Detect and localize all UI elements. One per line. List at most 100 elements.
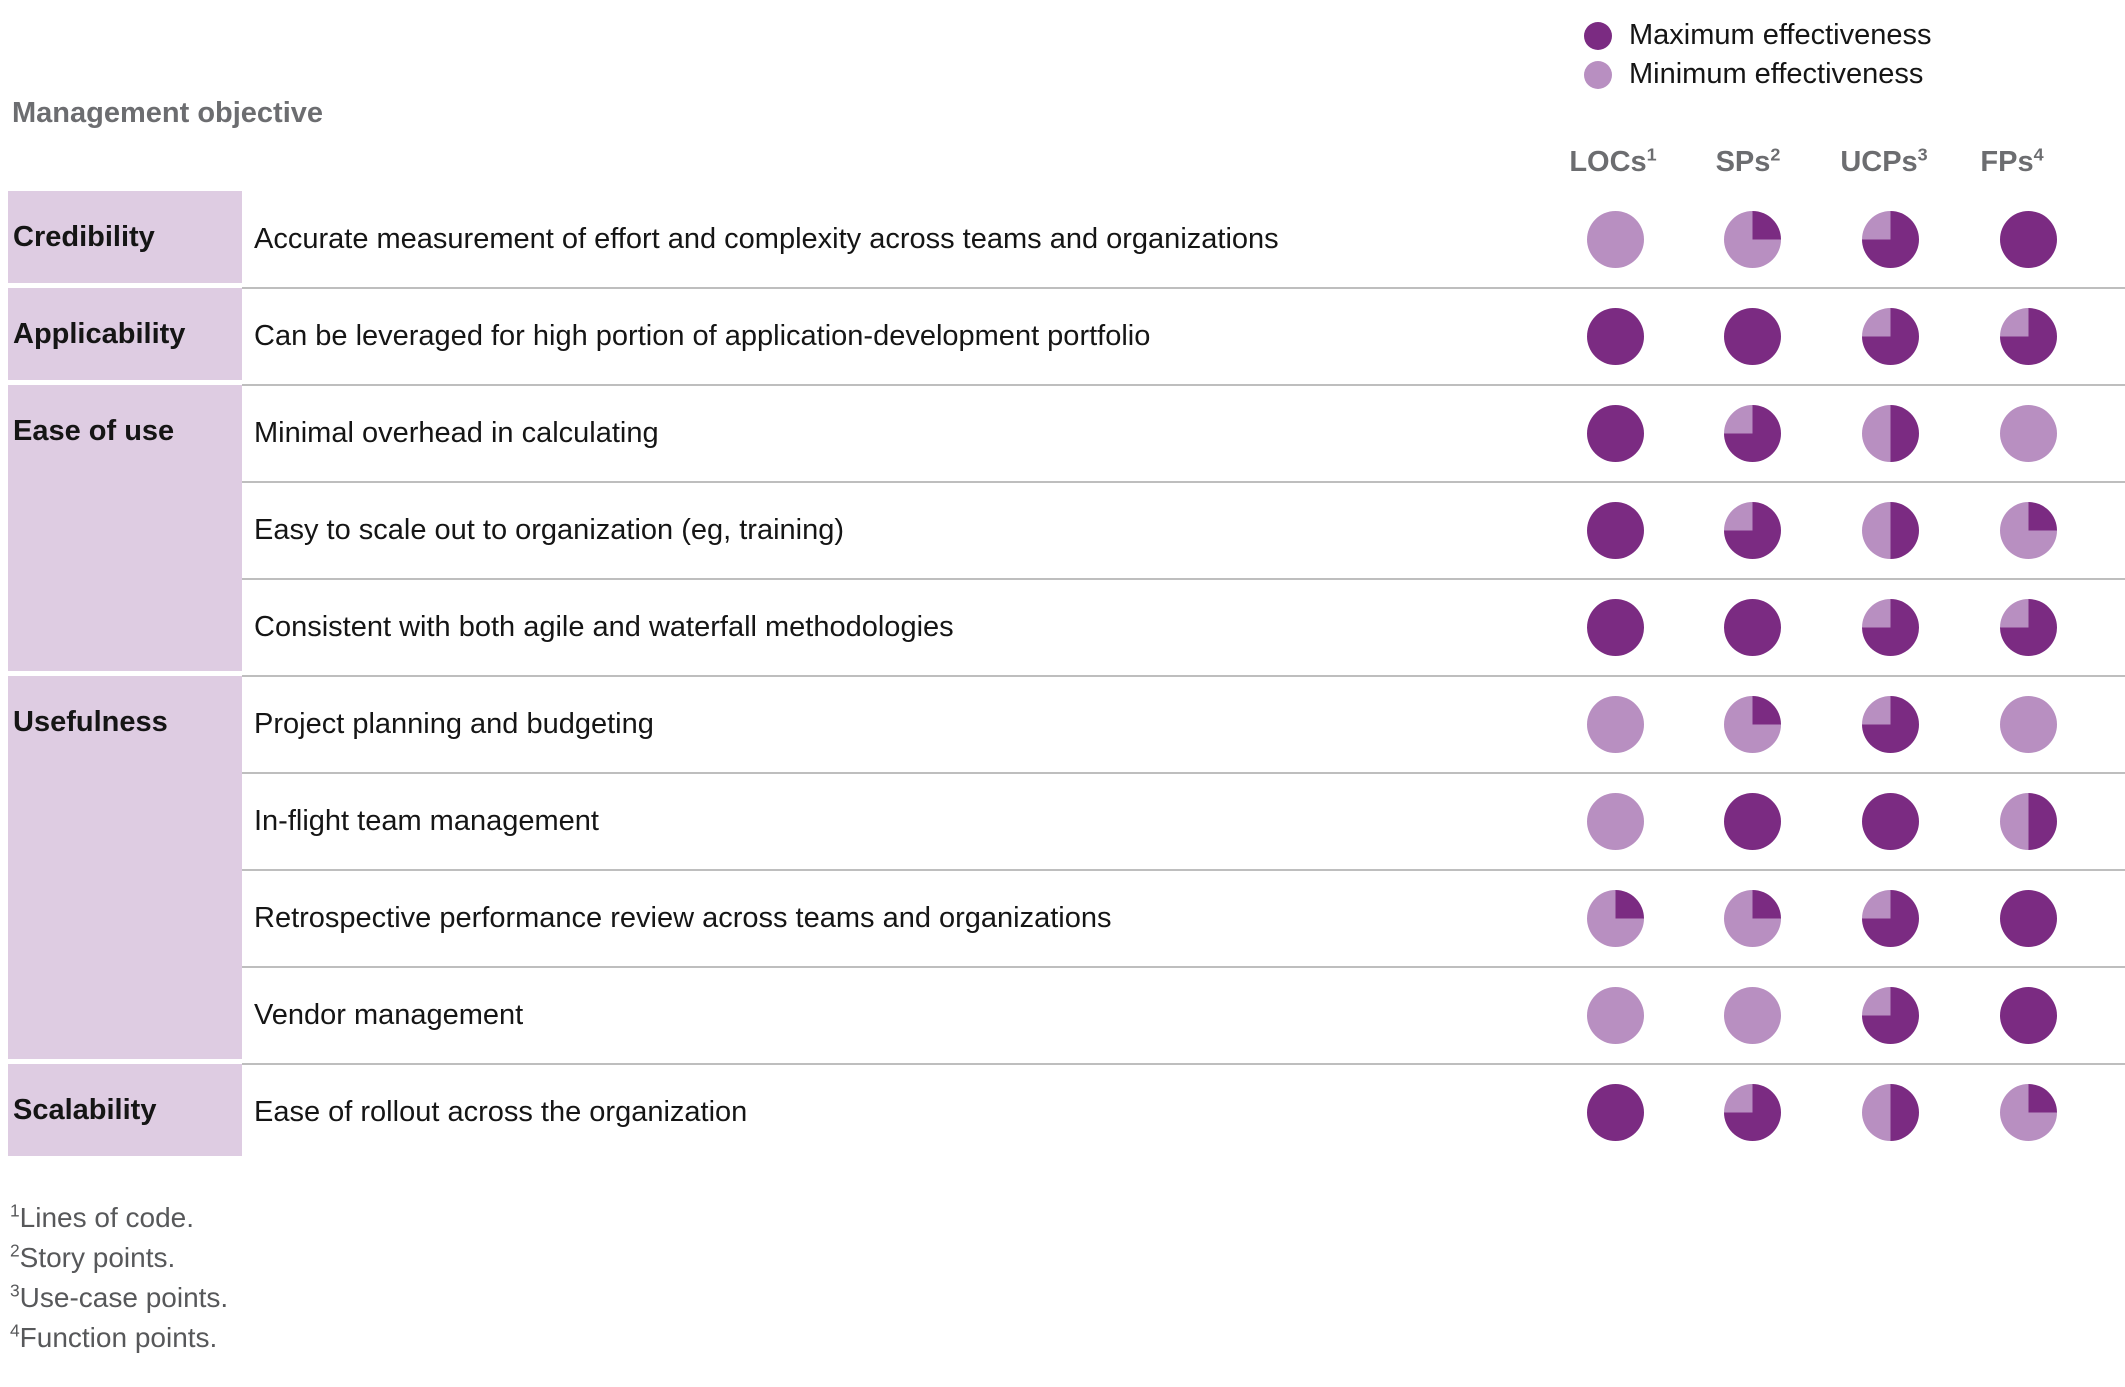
effectiveness-pie-sps [1723, 890, 1781, 947]
row-objective: Ease of rollout across the organization [254, 1096, 748, 1128]
legend-label-maximum: Maximum effectiveness [1629, 19, 1932, 51]
effectiveness-pie-fps [1999, 405, 2057, 462]
footnotes: 1Lines of code. 2Story points. 3Use-case p… [10, 1198, 228, 1358]
footnote: 4Function points. [10, 1318, 228, 1358]
footnote: 2Story points. [10, 1238, 228, 1278]
row-objective: Easy to scale out to organization (eg, t… [254, 514, 844, 546]
effectiveness-pie-fps [1999, 987, 2057, 1044]
effectiveness-pie-locs [1586, 308, 1644, 365]
row-objective: Accurate measurement of effort and compl… [254, 223, 1279, 255]
footnote-text: Use-case points. [19, 1282, 229, 1313]
category-label: Credibility [13, 220, 155, 253]
legend-label-minimum: Minimum effectiveness [1629, 58, 1924, 90]
effectiveness-pie-ucps [1861, 308, 1919, 365]
table-row: In-flight team management [0, 773, 2125, 871]
effectiveness-pie-ucps [1861, 890, 1919, 947]
row-divider [242, 287, 2125, 289]
footnote-ref: 2 [1770, 144, 1781, 165]
row-objective: Can be leveraged for high portion of app… [254, 320, 1151, 352]
footnote-text: Function points. [19, 1322, 218, 1353]
column-header-fps: FPs4 [1980, 144, 2044, 178]
effectiveness-pie-sps [1723, 211, 1781, 268]
category-block-scalability: Scalability [8, 1064, 242, 1156]
footnote-ref: 4 [2033, 144, 2044, 165]
column-header-locs: LOCs1 [1569, 144, 1657, 178]
row-objective: Retrospective performance review across … [254, 902, 1112, 934]
effectiveness-pie-sps [1723, 502, 1781, 559]
effectiveness-pie-locs [1586, 599, 1644, 656]
table-row: Project planning and budgeting [0, 676, 2125, 774]
effectiveness-pie-sps [1723, 308, 1781, 365]
row-divider [242, 675, 2125, 677]
row-divider [242, 384, 2125, 386]
effectiveness-pie-fps [1999, 793, 2057, 850]
row-divider [242, 772, 2125, 774]
effectiveness-pie-locs [1586, 793, 1644, 850]
effectiveness-pie-locs [1586, 696, 1644, 753]
row-objective: In-flight team management [254, 805, 599, 837]
row-divider [242, 869, 2125, 871]
row-objective: Vendor management [254, 999, 524, 1031]
harvey-ball-matrix: Accurate measurement of effort and compl… [0, 191, 2125, 1161]
effectiveness-pie-ucps [1861, 987, 1919, 1044]
legend: Maximum effectiveness Minimum effectiven… [1584, 16, 1931, 94]
table-row: Consistent with both agile and waterfall… [0, 579, 2125, 677]
effectiveness-pie-ucps [1861, 1084, 1919, 1141]
effectiveness-pie-locs [1586, 890, 1644, 947]
row-objective: Consistent with both agile and waterfall… [254, 611, 954, 643]
footnote: 3Use-case points. [10, 1278, 228, 1318]
column-header-sps: SPs2 [1715, 144, 1781, 178]
category-label: Usefulness [13, 705, 168, 738]
legend-item-maximum: Maximum effectiveness [1584, 16, 1931, 55]
legend-item-minimum: Minimum effectiveness [1584, 55, 1931, 94]
effectiveness-pie-fps [1999, 211, 2057, 268]
row-objective: Minimal overhead in calculating [254, 417, 659, 449]
effectiveness-pie-ucps [1861, 211, 1919, 268]
category-block-usefulness: Usefulness [8, 676, 242, 1059]
footnote-ref: 3 [1917, 144, 1928, 165]
footnote-number: 2 [10, 1240, 20, 1261]
effectiveness-pie-sps [1723, 696, 1781, 753]
effectiveness-pie-fps [1999, 1084, 2057, 1141]
table-row: Ease of rollout across the organization [0, 1064, 2125, 1161]
footnote-number: 3 [10, 1280, 20, 1301]
maximum-effectiveness-dot-icon [1584, 21, 1612, 50]
effectiveness-pie-ucps [1861, 599, 1919, 656]
category-block-credibility: Credibility [8, 191, 242, 283]
column-header-ucps: UCPs3 [1840, 144, 1928, 178]
table-row: Retrospective performance review across … [0, 870, 2125, 968]
row-divider [242, 1063, 2125, 1065]
effectiveness-pie-ucps [1861, 405, 1919, 462]
footnote-number: 4 [10, 1320, 20, 1341]
effectiveness-pie-ucps [1861, 793, 1919, 850]
effectiveness-pie-fps [1999, 308, 2057, 365]
footnote-ref: 1 [1646, 144, 1657, 165]
row-divider [242, 966, 2125, 968]
effectiveness-pie-locs [1586, 987, 1644, 1044]
effectiveness-pie-locs [1586, 211, 1644, 268]
row-axis-title: Management objective [12, 97, 324, 129]
table-row: Minimal overhead in calculating [0, 385, 2125, 483]
effectiveness-pie-sps [1723, 405, 1781, 462]
category-block-ease-of-use: Ease of use [8, 385, 242, 671]
effectiveness-pie-locs [1586, 1084, 1644, 1141]
effectiveness-pie-sps [1723, 793, 1781, 850]
row-divider [242, 578, 2125, 580]
minimum-effectiveness-dot-icon [1584, 60, 1612, 89]
category-label: Applicability [13, 317, 186, 350]
category-label: Ease of use [13, 414, 175, 447]
table-row: Vendor management [0, 967, 2125, 1065]
effectiveness-pie-locs [1586, 502, 1644, 559]
effectiveness-pie-fps [1999, 502, 2057, 559]
effectiveness-pie-sps [1723, 1084, 1781, 1141]
table-row: Can be leveraged for high portion of app… [0, 288, 2125, 386]
effectiveness-pie-ucps [1861, 696, 1919, 753]
effectiveness-pie-ucps [1861, 502, 1919, 559]
footnote-number: 1 [10, 1200, 20, 1221]
effectiveness-pie-sps [1723, 987, 1781, 1044]
table-row: Easy to scale out to organization (eg, t… [0, 482, 2125, 580]
effectiveness-pie-locs [1586, 405, 1644, 462]
row-objective: Project planning and budgeting [254, 708, 654, 740]
footnote-text: Lines of code. [19, 1202, 194, 1233]
